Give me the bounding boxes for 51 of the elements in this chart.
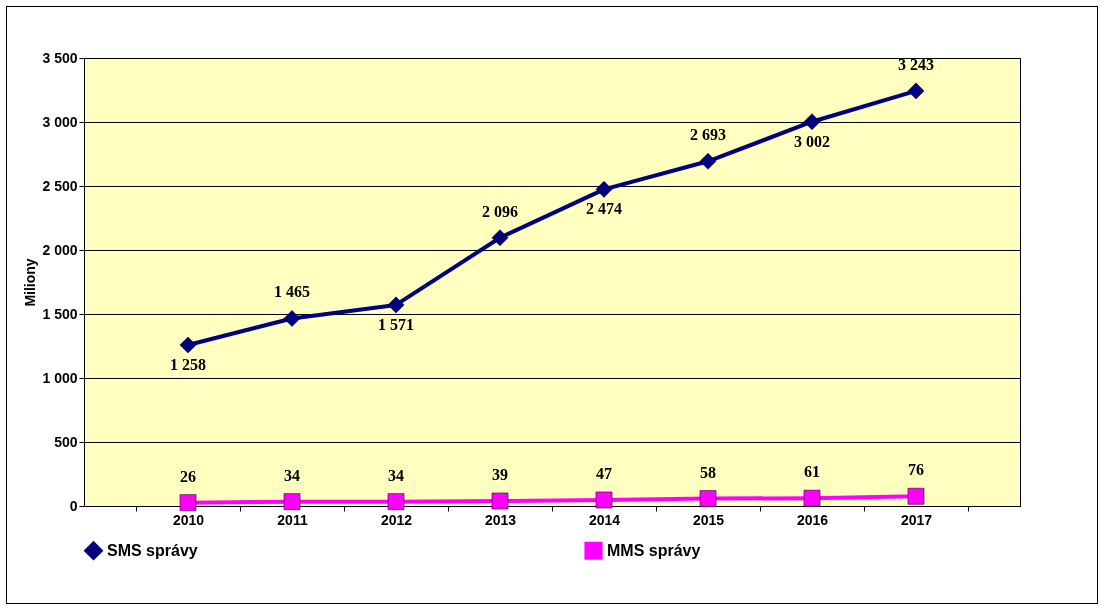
point xyxy=(803,489,821,507)
data-label: 3 002 xyxy=(794,132,830,150)
y-tick-label: 1 500 xyxy=(42,305,78,322)
x-tick-label: 2011 xyxy=(277,511,308,528)
data-label: 2 474 xyxy=(586,200,622,218)
point xyxy=(387,296,405,314)
x-tick-label: 2014 xyxy=(588,511,621,528)
data-label: 2 096 xyxy=(482,202,518,220)
data-label: 76 xyxy=(908,461,924,479)
y-axis-title: Miliony xyxy=(22,258,39,307)
point xyxy=(283,493,301,510)
x-tick-label: 2012 xyxy=(380,511,413,528)
point xyxy=(907,487,925,505)
y-tick-label: 500 xyxy=(54,433,78,450)
point xyxy=(491,492,509,510)
point xyxy=(179,336,197,354)
point xyxy=(907,82,925,100)
legend-label: SMS správy xyxy=(107,541,198,559)
data-label: 1 571 xyxy=(378,315,414,333)
legend-label: MMS správy xyxy=(607,541,701,559)
point xyxy=(699,152,717,170)
point xyxy=(803,113,821,131)
point xyxy=(179,494,197,511)
data-label: 34 xyxy=(388,466,404,484)
point xyxy=(595,181,613,198)
x-tick-label: 2017 xyxy=(900,511,933,528)
data-label: 47 xyxy=(596,464,612,482)
point xyxy=(491,229,509,247)
point xyxy=(387,493,405,510)
data-label: 2 693 xyxy=(690,126,726,144)
data-label: 3 243 xyxy=(898,55,934,73)
y-tick-label: 1 000 xyxy=(42,369,78,386)
x-tick-label: 2013 xyxy=(484,511,517,528)
point xyxy=(699,490,717,507)
data-label: 34 xyxy=(284,466,300,484)
y-tick-label: 3 000 xyxy=(42,113,78,130)
data-label: 26 xyxy=(180,467,196,485)
x-tick-label: 2010 xyxy=(172,511,205,528)
y-tick-label: 0 xyxy=(69,497,78,514)
y-tick-label: 2 000 xyxy=(42,241,78,258)
data-label: 1 258 xyxy=(170,355,206,373)
x-tick-label: 2016 xyxy=(796,511,829,528)
y-tick-label: 3 500 xyxy=(42,49,78,66)
y-tick-label: 2 500 xyxy=(42,177,78,194)
data-label: 58 xyxy=(700,463,716,481)
data-label: 39 xyxy=(492,466,508,484)
data-label: 61 xyxy=(804,463,820,481)
point xyxy=(595,491,613,509)
data-label: 1 465 xyxy=(274,283,310,301)
point xyxy=(283,310,301,327)
x-tick-label: 2015 xyxy=(692,511,725,528)
